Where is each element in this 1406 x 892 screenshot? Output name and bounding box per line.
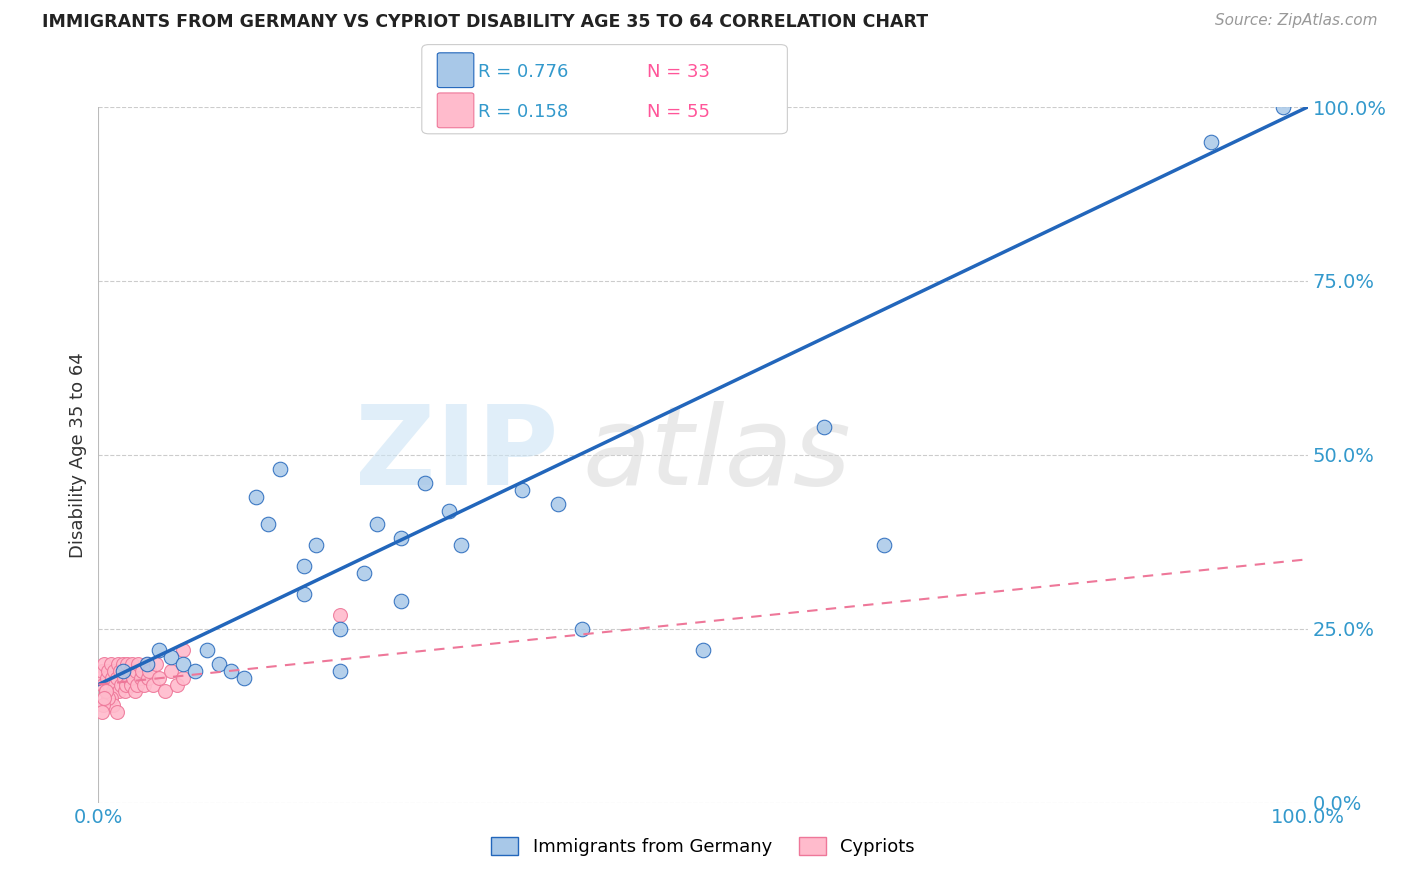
Point <box>389 532 412 546</box>
Point <box>105 671 128 685</box>
Point <box>108 664 131 678</box>
Point <box>104 677 127 691</box>
Text: R = 0.158: R = 0.158 <box>478 103 568 120</box>
Point <box>97 664 120 678</box>
Point <box>172 671 194 685</box>
Point <box>93 657 115 671</box>
Text: ZIP: ZIP <box>354 401 558 508</box>
Point <box>136 671 159 685</box>
Point <box>138 664 160 678</box>
Point <box>93 691 115 706</box>
Point <box>1272 100 1295 114</box>
Point <box>329 664 352 678</box>
Point <box>111 657 134 671</box>
Point <box>221 664 243 678</box>
Point <box>172 642 194 657</box>
Point <box>413 475 436 490</box>
Point <box>101 698 124 713</box>
Point <box>122 671 145 685</box>
Point <box>91 698 114 713</box>
Point <box>94 684 117 698</box>
Point <box>256 517 278 532</box>
Point <box>437 503 460 517</box>
Point <box>329 622 352 636</box>
Point <box>105 706 128 720</box>
Point <box>353 566 375 581</box>
Point <box>129 671 152 685</box>
Point <box>184 664 207 678</box>
Point <box>208 657 231 671</box>
Point <box>125 664 148 678</box>
Point <box>90 671 112 685</box>
Point <box>108 684 131 698</box>
Point <box>813 420 835 434</box>
Point <box>135 657 157 671</box>
Point <box>97 691 120 706</box>
Point <box>100 691 122 706</box>
Point <box>571 622 593 636</box>
Text: N = 33: N = 33 <box>647 62 710 80</box>
Point <box>269 462 291 476</box>
Point <box>142 677 165 691</box>
Point <box>100 657 122 671</box>
Text: N = 55: N = 55 <box>647 103 710 120</box>
Point <box>1199 135 1222 149</box>
Point <box>292 587 315 601</box>
Point <box>94 684 117 698</box>
Point <box>153 684 176 698</box>
Point <box>91 706 114 720</box>
Point <box>160 649 183 664</box>
Point <box>329 607 352 622</box>
Point <box>127 677 149 691</box>
Point <box>114 684 136 698</box>
Point <box>91 677 114 691</box>
Point <box>305 538 328 552</box>
Point <box>145 657 167 671</box>
Point <box>100 671 122 685</box>
Point <box>118 671 141 685</box>
Point <box>118 664 141 678</box>
Point <box>245 490 267 504</box>
Point <box>450 538 472 552</box>
Point <box>195 642 218 657</box>
Point <box>547 497 569 511</box>
Point <box>148 642 170 657</box>
Point <box>148 671 170 685</box>
Point <box>389 594 412 608</box>
Point <box>160 664 183 678</box>
Point <box>107 657 129 671</box>
Point <box>873 538 896 552</box>
Point <box>366 517 388 532</box>
Point <box>232 671 254 685</box>
Point <box>124 684 146 698</box>
Point <box>91 664 114 678</box>
Text: atlas: atlas <box>582 401 851 508</box>
Point <box>692 642 714 657</box>
Point <box>135 657 157 671</box>
Point <box>292 559 315 574</box>
Point <box>172 657 194 671</box>
Point <box>98 677 121 691</box>
Point <box>96 671 118 685</box>
Point <box>101 684 124 698</box>
Point <box>103 664 125 678</box>
Point <box>127 657 149 671</box>
Legend: Immigrants from Germany, Cypriots: Immigrants from Germany, Cypriots <box>484 830 922 863</box>
Point <box>510 483 533 497</box>
Point <box>117 657 139 671</box>
Text: IMMIGRANTS FROM GERMANY VS CYPRIOT DISABILITY AGE 35 TO 64 CORRELATION CHART: IMMIGRANTS FROM GERMANY VS CYPRIOT DISAB… <box>42 13 928 31</box>
Point <box>110 677 132 691</box>
Point <box>131 664 153 678</box>
Text: Source: ZipAtlas.com: Source: ZipAtlas.com <box>1215 13 1378 29</box>
Point <box>134 677 156 691</box>
Y-axis label: Disability Age 35 to 64: Disability Age 35 to 64 <box>69 352 87 558</box>
Point <box>166 677 188 691</box>
Point <box>112 671 135 685</box>
Point <box>120 677 142 691</box>
Text: R = 0.776: R = 0.776 <box>478 62 568 80</box>
Point <box>111 664 134 678</box>
Point <box>121 657 143 671</box>
Point <box>115 677 138 691</box>
